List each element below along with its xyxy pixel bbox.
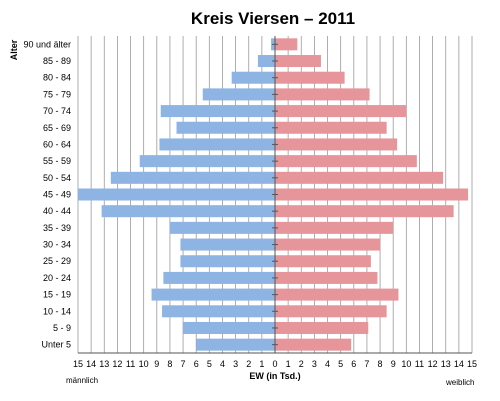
bar-male (176, 121, 275, 134)
x-tick-label: 0 (272, 359, 277, 369)
bar-female (275, 38, 298, 51)
x-tick-label: 6 (194, 359, 199, 369)
x-tick-label: 3 (312, 359, 317, 369)
x-tick-label: 15 (73, 359, 83, 369)
bar-male (78, 188, 275, 201)
x-tick-label: 8 (167, 359, 172, 369)
bar-male (257, 55, 275, 68)
bar-male (183, 321, 275, 334)
bar-female (275, 205, 454, 218)
bar-female (275, 255, 371, 268)
category-label: 65 - 69 (43, 123, 71, 133)
category-label: 25 - 29 (43, 256, 71, 266)
x-axis-title: EW (in Tsd.) (249, 371, 300, 381)
bar-male (110, 171, 275, 184)
x-tick-label: 8 (378, 359, 383, 369)
female-label: weiblich (445, 378, 474, 387)
x-tick-label: 3 (233, 359, 238, 369)
bar-female (275, 188, 469, 201)
bar-female (275, 105, 407, 118)
x-tick-label: 6 (351, 359, 356, 369)
bar-female (275, 71, 345, 84)
x-tick-label: 9 (391, 359, 396, 369)
bar-male (202, 88, 275, 101)
bar-female (275, 305, 387, 318)
category-label: 10 - 14 (43, 306, 71, 316)
bar-female (275, 171, 444, 184)
bar-female (275, 121, 387, 134)
category-label: 60 - 64 (43, 139, 71, 149)
category-label: 20 - 24 (43, 273, 71, 283)
bar-male (180, 255, 275, 268)
category-label: Unter 5 (41, 340, 71, 350)
bar-male (180, 238, 275, 251)
y-axis-title: Alter (9, 39, 19, 60)
chart-title: Kreis Viersen – 2011 (191, 9, 355, 28)
x-tick-label: 14 (86, 359, 96, 369)
x-tick-label: 15 (467, 359, 477, 369)
x-tick-label: 5 (207, 359, 212, 369)
category-label: 45 - 49 (43, 190, 71, 200)
x-tick-label: 1 (259, 359, 264, 369)
bar-female (275, 288, 399, 301)
bar-male (162, 305, 275, 318)
category-label: 80 - 84 (43, 73, 71, 83)
x-tick-label: 5 (338, 359, 343, 369)
male-label: männlich (66, 376, 98, 385)
category-labels: 90 und älter 85 - 89 80 - 84 75 - 79 70 - 74… (23, 39, 71, 349)
category-label: 15 - 19 (43, 290, 71, 300)
bars (78, 38, 469, 351)
bar-female (275, 88, 370, 101)
bar-male (169, 221, 275, 234)
bar-male (151, 288, 275, 301)
bar-male (159, 138, 275, 151)
category-label: 40 - 44 (43, 206, 71, 216)
x-tick-labels: 15 14 13 12 11 10 9 8 7 6 5 4 3 2 1 0 1 2 3 4 5 6 7 8 9 10 11 12 13 1… (73, 359, 477, 369)
x-tick-label: 1 (286, 359, 291, 369)
category-label: 85 - 89 (43, 56, 71, 66)
category-label: 5 - 9 (53, 323, 71, 333)
bar-female (275, 271, 378, 284)
x-tick-label: 4 (220, 359, 225, 369)
category-label: 50 - 54 (43, 173, 71, 183)
bar-female (275, 238, 381, 251)
bar-male (139, 155, 275, 168)
bar-male (196, 338, 275, 351)
bar-male (163, 271, 275, 284)
x-tick-label: 11 (126, 359, 135, 369)
category-label: 35 - 39 (43, 223, 71, 233)
category-label: 90 und älter (23, 39, 71, 49)
category-label: 70 - 74 (43, 106, 71, 116)
x-tick-label: 2 (299, 359, 304, 369)
bar-female (275, 221, 394, 234)
x-tick-label: 14 (454, 359, 464, 369)
bar-female (275, 155, 417, 168)
x-tick-label: 7 (181, 359, 186, 369)
bar-female (275, 338, 352, 351)
x-tick-label: 7 (364, 359, 369, 369)
x-tick-label: 10 (139, 359, 149, 369)
bar-female (275, 138, 398, 151)
x-tick-label: 12 (428, 359, 438, 369)
x-tick-label: 9 (154, 359, 159, 369)
bar-male (231, 71, 275, 84)
bar-female (275, 55, 321, 68)
category-label: 30 - 34 (43, 240, 71, 250)
x-tick-label: 2 (246, 359, 251, 369)
x-tick-label: 4 (325, 359, 330, 369)
x-tick-label: 13 (99, 359, 109, 369)
bar-female (275, 321, 369, 334)
category-label: 55 - 59 (43, 156, 71, 166)
bar-male (160, 105, 275, 118)
x-tick-label: 10 (401, 359, 411, 369)
x-tick-label: 11 (415, 359, 424, 369)
x-tick-label: 13 (441, 359, 451, 369)
axes (78, 36, 472, 354)
category-label: 75 - 79 (43, 89, 71, 99)
bar-male (101, 205, 275, 218)
x-tick-label: 12 (112, 359, 122, 369)
